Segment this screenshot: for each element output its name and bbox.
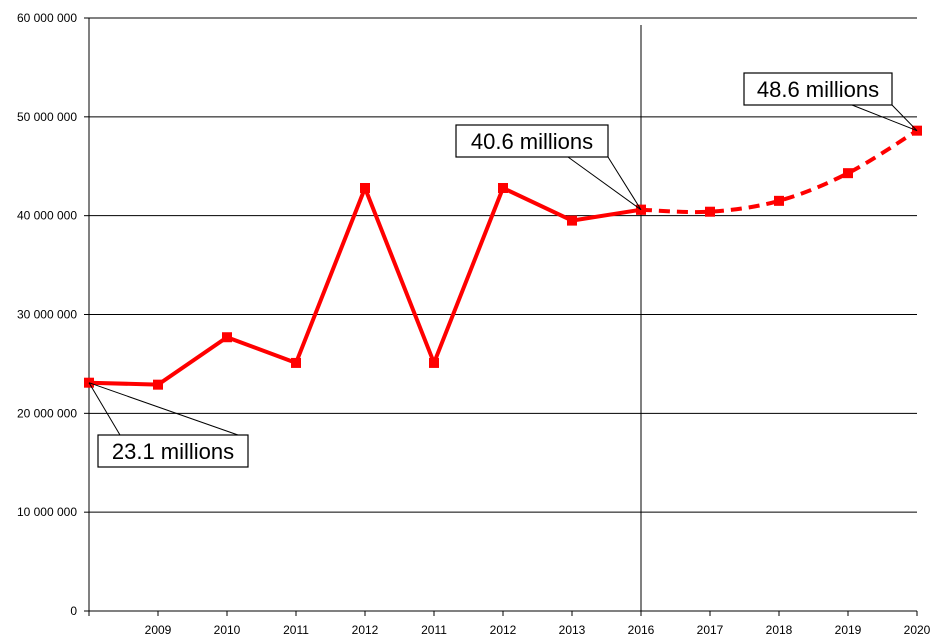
x-tick-label: 2012 [490, 623, 517, 637]
y-tick-label: 10 000 000 [17, 505, 77, 519]
y-tick-label: 40 000 000 [17, 209, 77, 223]
callout-label: 48.6 millions [757, 77, 879, 102]
callout-pointer [891, 104, 918, 132]
callout-pointer [88, 382, 239, 436]
data-point-marker [498, 182, 508, 193]
x-tick-label: 2019 [835, 623, 862, 637]
x-tick-label: 2010 [214, 623, 241, 637]
series-line-dashed [640, 128, 919, 215]
x-tick-label: 2013 [559, 623, 586, 637]
y-tick-label: 0 [70, 604, 77, 618]
data-point-marker [843, 168, 853, 179]
y-tick-labels: 0 10 000 000 20 000 000 30 000 000 40 000 00… [17, 11, 77, 618]
y-tick-label: 20 000 000 [17, 406, 77, 420]
callout-pointer [88, 382, 121, 436]
x-tick-label: 2020 [904, 623, 931, 637]
callout-box [97, 434, 249, 468]
callout-pointer [607, 156, 642, 211]
callouts: 23.1 millions 40.6 millions 48.6 millions [88, 72, 918, 468]
data-point-marker [705, 206, 715, 217]
callout-pointer [567, 156, 642, 211]
x-tick-label: 2011 [283, 623, 309, 637]
y-tick-label: 50 000 000 [17, 110, 77, 124]
callout-box [743, 72, 893, 106]
x-tick-label: 2017 [697, 623, 724, 637]
data-point-marker [429, 357, 439, 368]
data-point-marker [360, 182, 370, 193]
x-tick-label: 2009 [145, 623, 172, 637]
x-tick-labels: 2009 2010 2011 2012 2011 2012 2013 2016 2017 2018… [145, 623, 931, 637]
callout-pointer [851, 104, 918, 132]
callout-box [455, 124, 609, 158]
y-tick-label: 60 000 000 [17, 11, 77, 25]
x-tick-label: 2016 [628, 623, 655, 637]
callout-label: 23.1 millions [112, 439, 234, 464]
data-point-marker [774, 195, 784, 206]
series-line-solid [88, 185, 642, 387]
data-point-marker [567, 215, 577, 226]
series-lines [88, 128, 919, 387]
data-point-marker [222, 332, 232, 343]
grid-lines [89, 17, 917, 513]
axes [84, 17, 918, 616]
data-point-marker [153, 379, 163, 390]
x-tick-label: 2018 [766, 623, 793, 637]
x-tick-label: 2011 [421, 623, 447, 637]
x-tick-label: 2012 [352, 623, 379, 637]
y-tick-label: 30 000 000 [17, 308, 77, 322]
callout-label: 40.6 millions [471, 129, 593, 154]
data-point-marker [291, 357, 301, 368]
